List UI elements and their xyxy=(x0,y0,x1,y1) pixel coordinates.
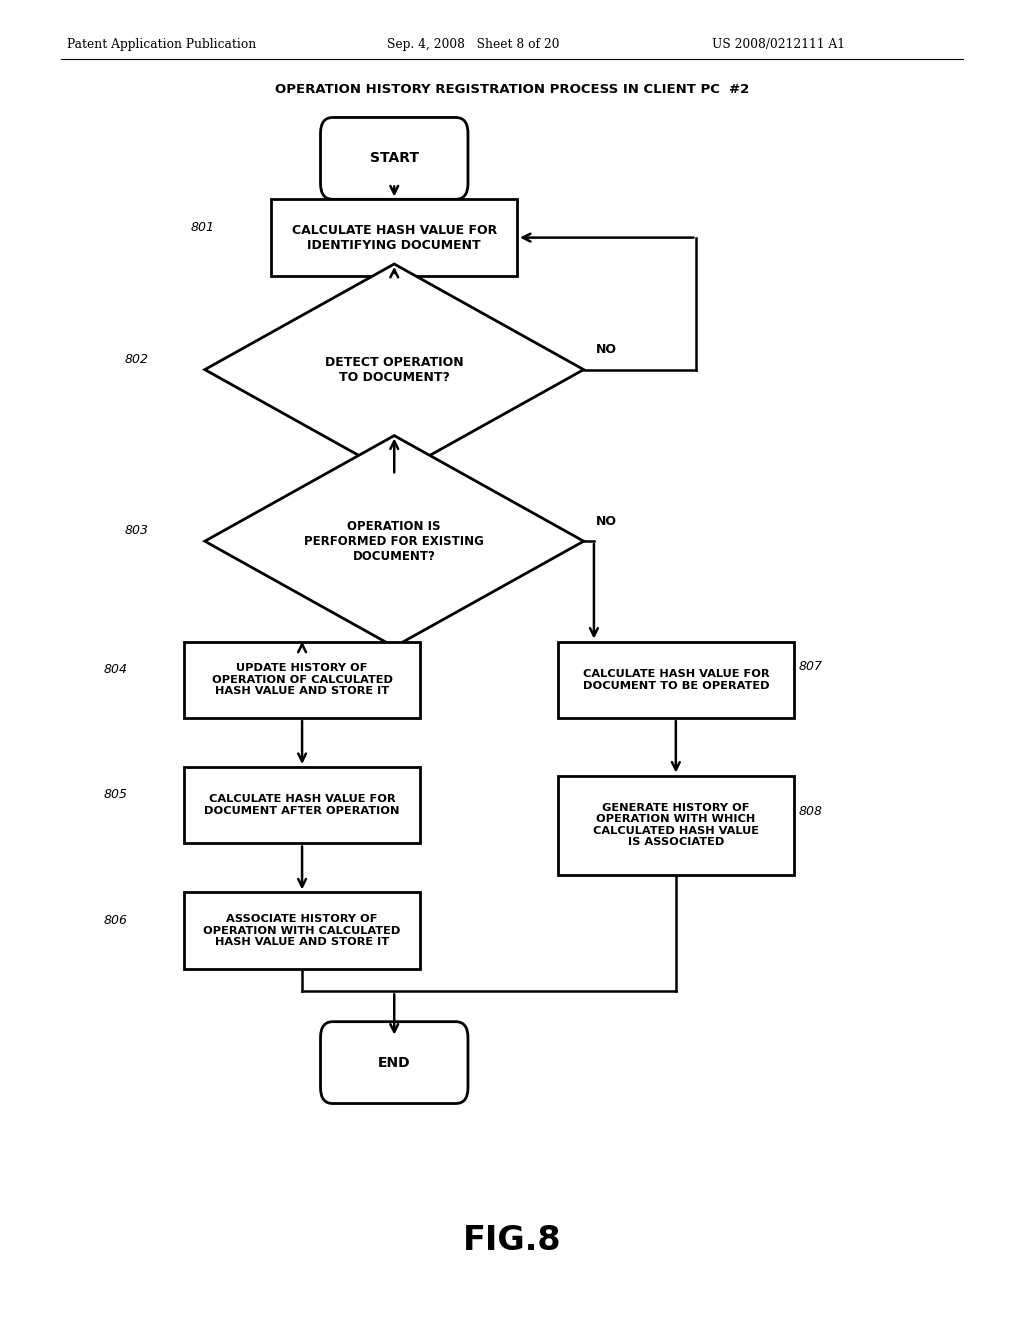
Text: 802: 802 xyxy=(125,352,148,366)
Text: 801: 801 xyxy=(191,220,215,234)
Text: END: END xyxy=(378,1056,411,1069)
Text: CALCULATE HASH VALUE FOR
DOCUMENT TO BE OPERATED: CALCULATE HASH VALUE FOR DOCUMENT TO BE … xyxy=(583,669,769,690)
Text: START: START xyxy=(370,152,419,165)
Text: US 2008/0212111 A1: US 2008/0212111 A1 xyxy=(712,38,845,51)
Text: 805: 805 xyxy=(104,788,128,801)
Text: UPDATE HISTORY OF
OPERATION OF CALCULATED
HASH VALUE AND STORE IT: UPDATE HISTORY OF OPERATION OF CALCULATE… xyxy=(212,663,392,697)
Text: DETECT OPERATION
TO DOCUMENT?: DETECT OPERATION TO DOCUMENT? xyxy=(325,355,464,384)
Text: Sep. 4, 2008   Sheet 8 of 20: Sep. 4, 2008 Sheet 8 of 20 xyxy=(387,38,559,51)
Text: 808: 808 xyxy=(799,805,822,818)
Text: Patent Application Publication: Patent Application Publication xyxy=(67,38,256,51)
Bar xyxy=(184,892,420,969)
Text: 806: 806 xyxy=(104,913,128,927)
Text: GENERATE HISTORY OF
OPERATION WITH WHICH
CALCULATED HASH VALUE
IS ASSOCIATED: GENERATE HISTORY OF OPERATION WITH WHICH… xyxy=(593,803,759,847)
Text: YES: YES xyxy=(362,657,389,671)
Text: 807: 807 xyxy=(799,660,822,673)
Text: ASSOCIATE HISTORY OF
OPERATION WITH CALCULATED
HASH VALUE AND STORE IT: ASSOCIATE HISTORY OF OPERATION WITH CALC… xyxy=(204,913,400,948)
Text: 803: 803 xyxy=(125,524,148,537)
Text: YES: YES xyxy=(402,486,429,499)
Text: FIG.8: FIG.8 xyxy=(463,1225,561,1257)
Bar xyxy=(184,642,420,718)
FancyBboxPatch shape xyxy=(321,1022,468,1104)
Text: CALCULATE HASH VALUE FOR
IDENTIFYING DOCUMENT: CALCULATE HASH VALUE FOR IDENTIFYING DOC… xyxy=(292,223,497,252)
Bar xyxy=(271,199,517,276)
Polygon shape xyxy=(205,436,584,647)
Text: NO: NO xyxy=(596,515,617,528)
Text: 804: 804 xyxy=(104,663,128,676)
Text: NO: NO xyxy=(596,343,617,356)
FancyBboxPatch shape xyxy=(321,117,468,199)
Bar xyxy=(184,767,420,843)
Text: OPERATION HISTORY REGISTRATION PROCESS IN CLIENT PC  #2: OPERATION HISTORY REGISTRATION PROCESS I… xyxy=(274,83,750,96)
Bar xyxy=(558,642,794,718)
Polygon shape xyxy=(205,264,584,475)
Bar xyxy=(558,775,794,874)
Text: CALCULATE HASH VALUE FOR
DOCUMENT AFTER OPERATION: CALCULATE HASH VALUE FOR DOCUMENT AFTER … xyxy=(205,795,399,816)
Text: OPERATION IS
PERFORMED FOR EXISTING
DOCUMENT?: OPERATION IS PERFORMED FOR EXISTING DOCU… xyxy=(304,520,484,562)
